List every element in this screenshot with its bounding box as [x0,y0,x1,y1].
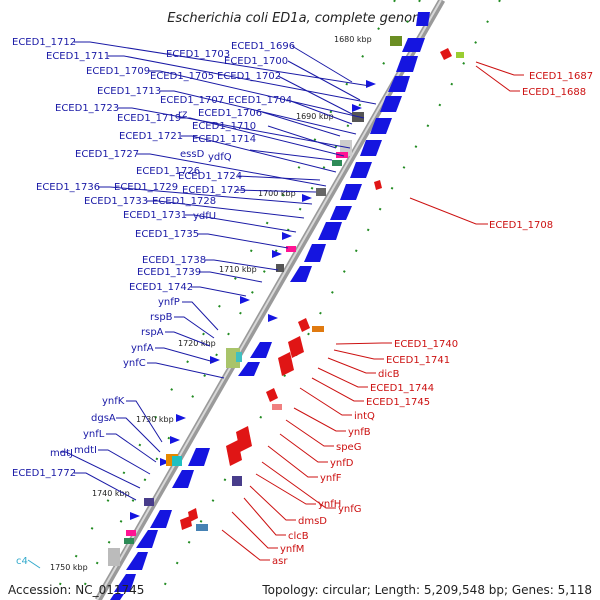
gene-label: ECED1_1724 [178,171,242,182]
gene-label: ECED1_1729 [114,182,178,193]
right-labels: ECED1_1687 ECED1_1688 ECED1_1708 ECED1_1… [272,71,593,567]
gene-label: c4 [16,556,28,567]
gene-label: ynfD [330,458,354,469]
gene-label: ydfU [193,211,216,222]
gene-label: ECED1_1708 [489,220,553,231]
gene-label: rspA [141,327,164,338]
tick-label: 1740 kbp [92,489,130,498]
tick-row-inner [75,0,421,600]
gene-label: ECED1_1713 [97,86,161,97]
gene-label: dgsA [91,413,116,424]
gene-label: ynfK [102,396,125,407]
gene-label: ynfH [318,499,341,510]
gene-label: ECED1_1707 [160,95,224,106]
gene-label: ECED1_1744 [370,383,434,394]
tick-label: 1700 kbp [258,189,296,198]
gene-label: ECED1_1738 [142,255,206,266]
gene-label: ynfM [280,544,304,555]
mid-leader-lines [235,45,361,193]
gene-label: ECED1_1704 [228,95,292,106]
tick-label: 1730 kbp [136,415,174,424]
left-leader-lines [27,41,377,569]
tick-label: 1690 kbp [296,112,334,121]
reverse-accent-features [196,326,324,531]
gene-label: ECED1_1702 [217,71,281,82]
gene-label: ECED1_1772 [12,468,76,479]
gene-label: ECED1_1731 [123,210,187,221]
gene-label: ECED1_1725 [182,185,246,196]
gene-label: ynfL [83,429,105,440]
tick-label: 1710 kbp [219,265,257,274]
gene-label: ECED1_1733 [84,196,148,207]
gene-label: ECED1_1740 [394,339,458,350]
gene-label: ynfB [348,427,371,438]
right-leader-lines [221,61,524,561]
gene-label: ECED1_1696 [231,41,295,52]
gene-label: ynfF [320,473,342,484]
gene-label: ECED1_1687 [529,71,593,82]
gene-label: ECED1_1735 [135,229,199,240]
gene-label: ECED1_1711 [46,51,110,62]
gene-label: ECED1_1703 [166,49,230,60]
gene-label: dmsD [298,516,327,527]
gene-label: ynfG [338,504,362,515]
tick-label: 1720 kbp [178,339,216,348]
gene-label: ECED1_1710 [192,121,256,132]
accession-text: Accession: NC_011745 [8,583,145,597]
forward-feature-markers [130,80,376,520]
gene-label: ECED1_1728 [152,196,216,207]
map-title: Escherichia coli ED1a, complete genome [167,11,433,26]
tick-labels: 1680 kbp 1690 kbp 1700 kbp 1710 kbp 1720… [50,35,372,572]
gene-label: ynfC [123,358,146,369]
mid-labels: ECED1_1703 ECED1_1705 ECED1_1707 rz essD… [114,41,295,222]
gene-label: ECED1_1745 [366,397,430,408]
gene-label: ECED1_1726 [136,166,200,177]
gene-label: intQ [354,411,375,422]
gene-label: ECED1_1721 [119,131,183,142]
gene-label: ydfQ [208,152,232,163]
gene-label: ECED1_1727 [75,149,139,160]
gene-label: ECED1_1719 [117,113,181,124]
tick-row-far [50,0,396,600]
gene-label: ECED1_1688 [522,87,586,98]
tick-label: 1680 kbp [334,35,372,44]
gene-label: ECED1_1742 [129,282,193,293]
gene-label: dicB [378,369,400,380]
gene-label: ECED1_1739 [137,267,201,278]
gene-label: mdtJ [50,448,73,459]
gene-label: mdtI [74,445,97,456]
tick-label: 1750 kbp [50,563,88,572]
topology-text: Topology: circular; Length: 5,209,548 bp… [262,583,592,597]
gene-label: rspB [150,312,173,323]
reverse-features [180,48,452,530]
gene-label: ECED1_1709 [86,66,150,77]
gene-label: essD [180,149,205,160]
tick-row-outer [155,0,501,600]
gene-label: ECED1_1714 [192,134,256,145]
gene-label: rz [178,109,187,120]
colored-blocks [108,36,464,566]
gene-label: ECED1_1712 [12,37,76,48]
gene-label: asr [272,556,288,567]
gene-label: ECED1_1706 [198,108,262,119]
gene-label: ECED1_1700 [224,56,288,67]
backbone-highlight [96,0,442,600]
gene-label: clcB [288,531,309,542]
gene-label: ECED1_1705 [150,71,214,82]
gene-label: ECED1_1736 [36,182,100,193]
gene-label: speG [336,442,361,453]
forward-features [110,12,430,600]
gene-label: ECED1_1723 [55,103,119,114]
gene-label: ynfA [131,343,154,354]
left-labels: ECED1_1712 ECED1_1711 ECED1_1709 ECED1_1… [12,37,206,567]
gene-label: ynfP [158,297,180,308]
gene-label: ECED1_1741 [386,355,450,366]
